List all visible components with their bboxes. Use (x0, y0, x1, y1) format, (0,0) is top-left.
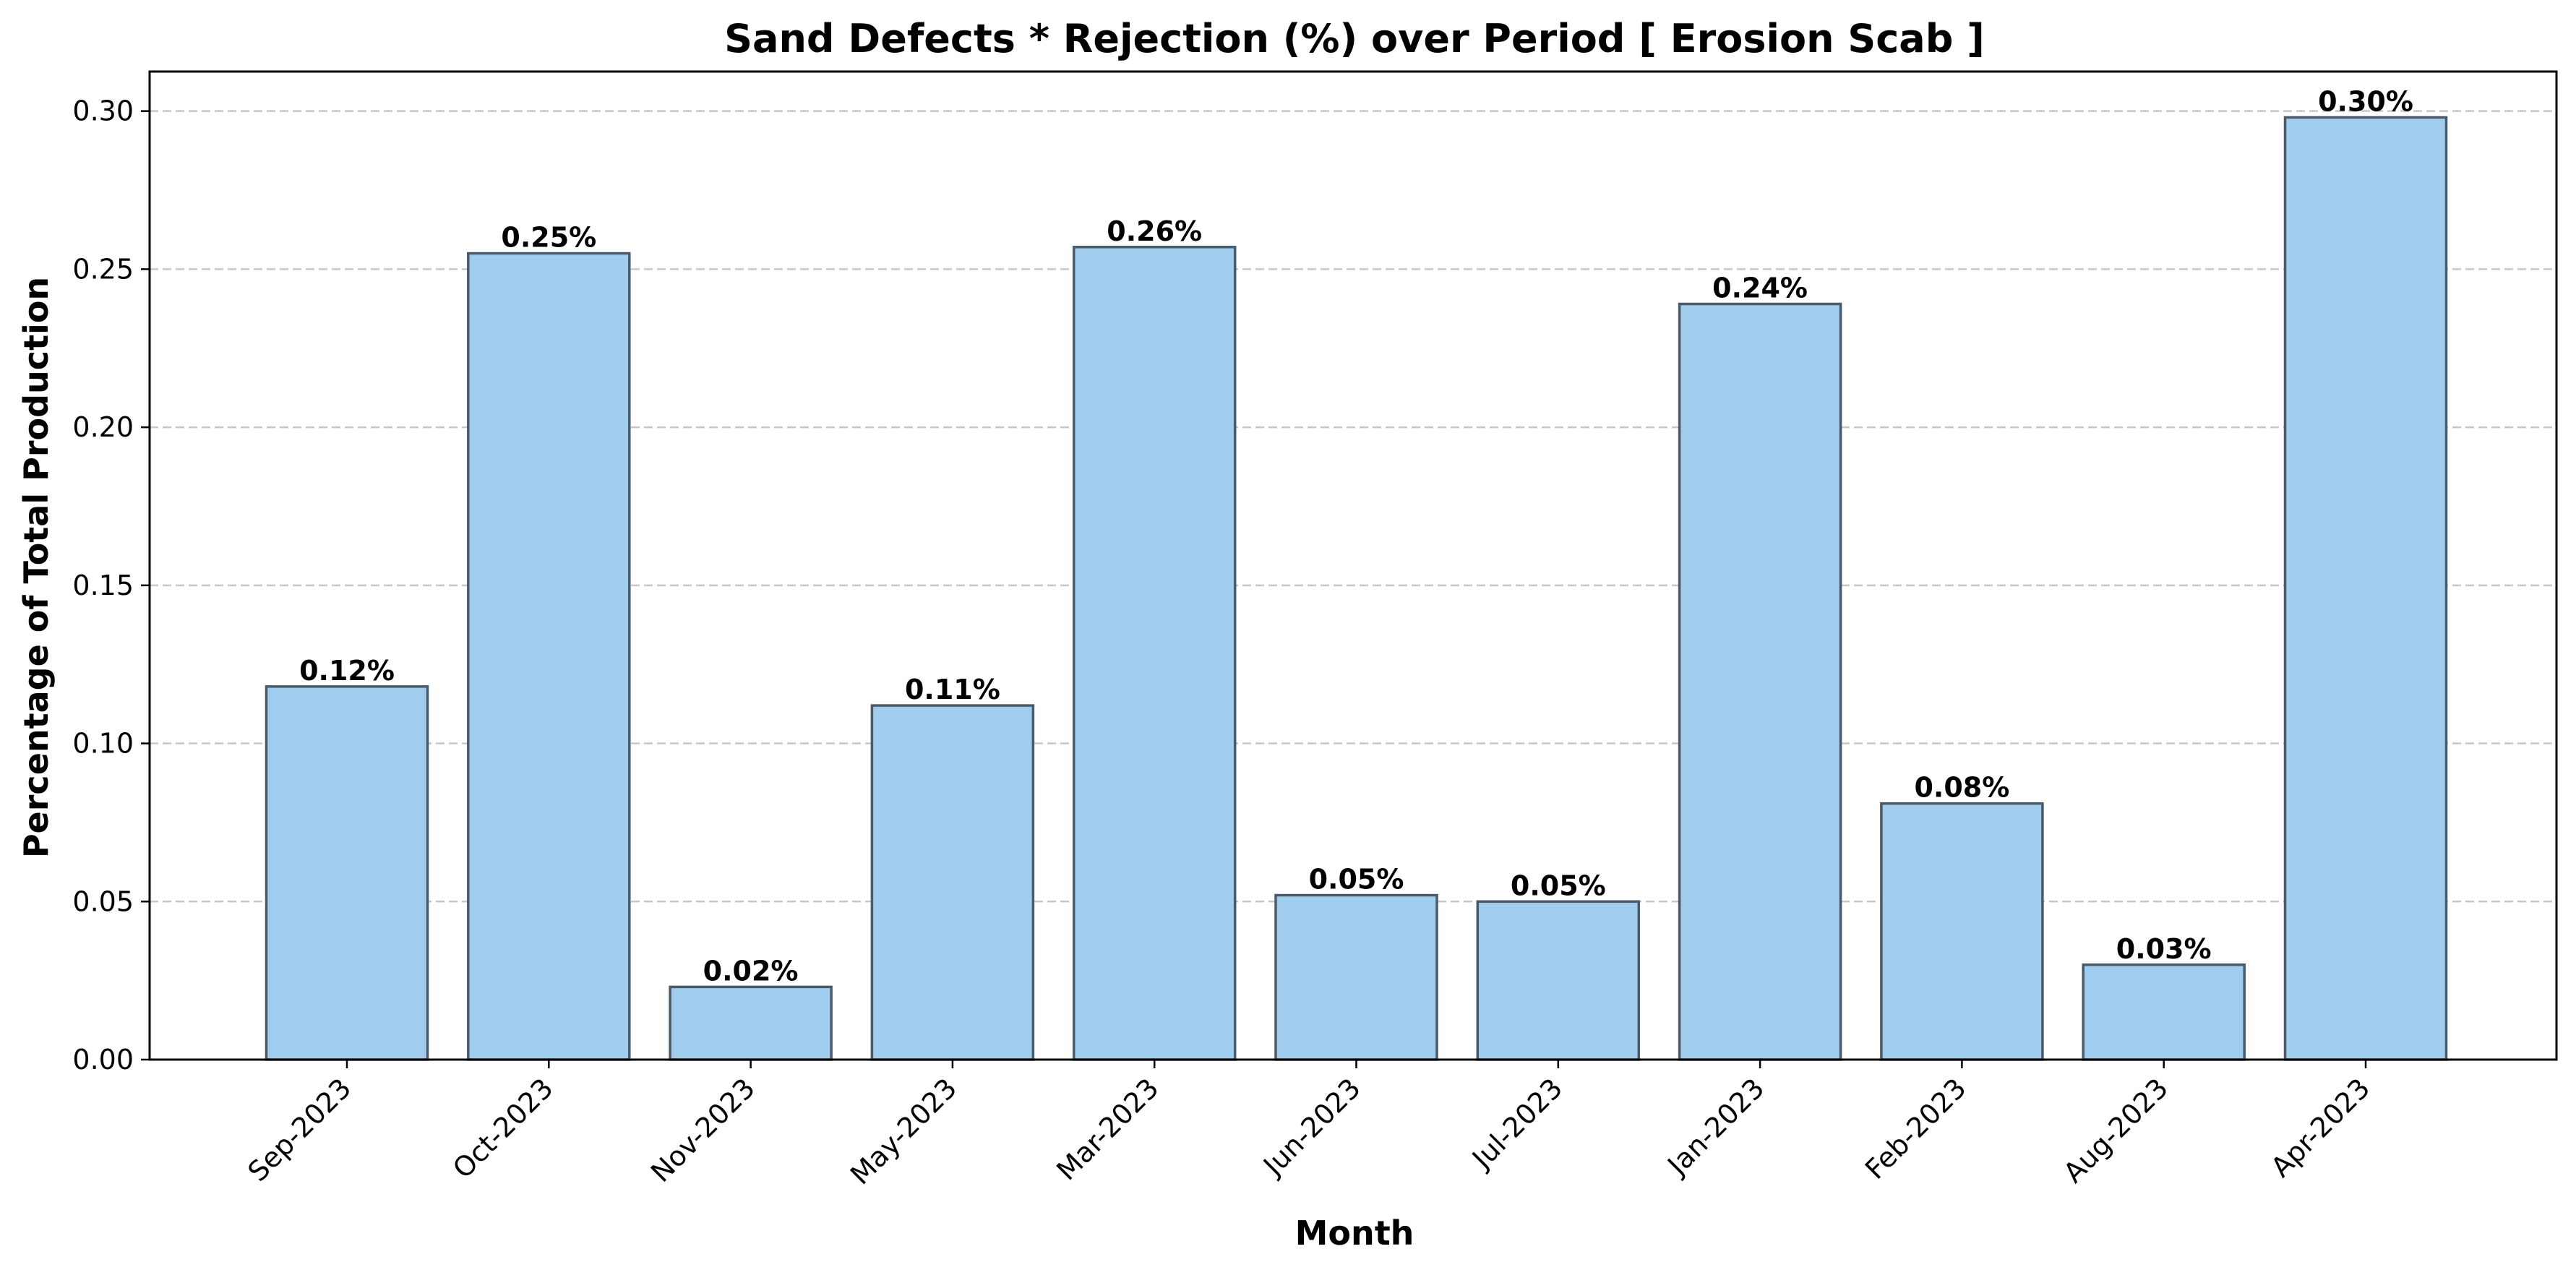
gridlines (150, 110, 2556, 903)
bar (669, 985, 833, 1061)
y-tick-label: 0.20 (72, 411, 134, 443)
bar (2082, 963, 2246, 1061)
bar-value-label: 0.02% (703, 955, 799, 987)
y-tick-label: 0.25 (72, 253, 134, 285)
bar-value-label: 0.24% (1712, 272, 1808, 304)
y-tick-label: 0.10 (72, 728, 134, 760)
bar-value-label: 0.26% (1107, 215, 1202, 247)
bar-value-label: 0.30% (2318, 85, 2413, 117)
x-axis-label: Month (1295, 1214, 1414, 1253)
chart-title: Sand Defects * Rejection (%) over Period… (724, 16, 1985, 61)
plot-area-frame (148, 70, 2558, 1061)
y-tick-label: 0.15 (72, 570, 134, 601)
bar-value-label: 0.08% (1914, 772, 2009, 804)
y-tick-label: 0.05 (72, 885, 134, 917)
y-tick-label: 0.00 (72, 1044, 134, 1076)
bar (1678, 302, 1842, 1061)
bar (467, 252, 631, 1061)
bar (1072, 246, 1237, 1061)
bar (1274, 893, 1438, 1061)
bar-value-label: 0.12% (299, 655, 395, 687)
bar-value-label: 0.03% (2116, 933, 2212, 965)
y-axis-label: Percentage of Total Production (17, 277, 56, 858)
bar-value-label: 0.25% (501, 222, 596, 254)
data-labels: 0.12% 0.25% 0.02% 0.11% 0.26% 0.05% 0.05% 0.24%… (299, 85, 2413, 987)
bar (1476, 900, 1641, 1061)
bar (265, 685, 429, 1061)
bar-value-label: 0.11% (905, 674, 1000, 705)
bar (2283, 116, 2448, 1061)
bar-value-label: 0.05% (1309, 864, 1404, 896)
y-axis-ticks: 0.00 0.05 0.10 0.15 0.20 0.25 0.30 (72, 95, 150, 1076)
bar (1880, 802, 2044, 1061)
bar-value-label: 0.05% (1511, 870, 1606, 901)
y-tick-label: 0.30 (72, 95, 134, 127)
bar (870, 704, 1035, 1061)
